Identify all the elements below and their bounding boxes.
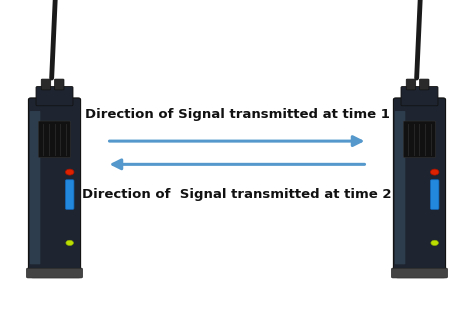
Circle shape (431, 240, 438, 246)
FancyBboxPatch shape (419, 79, 429, 90)
Text: Direction of Signal transmitted at time 1: Direction of Signal transmitted at time … (84, 108, 390, 121)
Circle shape (65, 169, 74, 175)
FancyBboxPatch shape (406, 79, 416, 90)
FancyBboxPatch shape (41, 79, 51, 90)
FancyBboxPatch shape (393, 98, 446, 274)
FancyBboxPatch shape (403, 121, 436, 158)
FancyBboxPatch shape (401, 87, 438, 106)
FancyBboxPatch shape (28, 98, 81, 274)
FancyBboxPatch shape (31, 107, 80, 279)
FancyBboxPatch shape (430, 180, 439, 209)
FancyBboxPatch shape (30, 111, 40, 264)
FancyBboxPatch shape (36, 87, 73, 106)
FancyBboxPatch shape (396, 107, 445, 279)
FancyBboxPatch shape (392, 268, 447, 278)
Circle shape (66, 240, 73, 246)
FancyBboxPatch shape (55, 79, 64, 90)
Text: Direction of  Signal transmitted at time 2: Direction of Signal transmitted at time … (82, 188, 392, 201)
FancyBboxPatch shape (38, 121, 71, 158)
Circle shape (430, 169, 439, 175)
FancyBboxPatch shape (65, 180, 74, 209)
FancyBboxPatch shape (395, 111, 405, 264)
FancyBboxPatch shape (27, 268, 82, 278)
